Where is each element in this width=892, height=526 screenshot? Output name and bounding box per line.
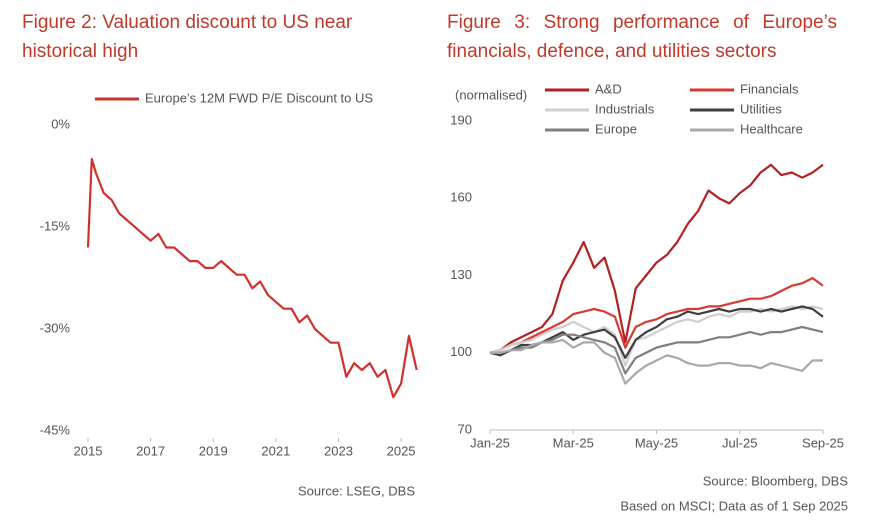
source-note: Based on MSCI; Data as of 1 Sep 2025	[620, 498, 848, 513]
legend-label: Utilities	[740, 101, 782, 116]
x-tick-label: 2015	[74, 443, 103, 458]
x-tick-label: Jul-25	[722, 435, 757, 450]
x-tick-label: 2023	[324, 443, 353, 458]
legend-label: Industrials	[595, 101, 655, 116]
series-line	[489, 277, 824, 354]
series-line	[86, 157, 418, 399]
legend-label: Financials	[740, 81, 799, 96]
y-tick-label: -45%	[40, 423, 71, 438]
source-note: Source: LSEG, DBS	[298, 483, 415, 498]
x-tick-label: Sep-25	[802, 435, 844, 450]
chart-title: Figure 3: Strong performance of Europe’s…	[447, 12, 837, 62]
y-tick-label: 0%	[51, 116, 70, 131]
y-tick-label: -15%	[40, 219, 71, 234]
source-note: Source: Bloomberg, DBS	[703, 473, 849, 488]
series-line	[489, 305, 824, 367]
legend-label: Healthcare	[740, 121, 803, 136]
legend-label: A&D	[595, 81, 622, 96]
x-tick-label: Mar-25	[553, 435, 594, 450]
y-tick-label: 130	[450, 267, 472, 282]
series-line	[489, 163, 824, 354]
x-tick-label: 2017	[136, 443, 165, 458]
legend-label: Europe’s 12M FWD P/E Discount to US	[145, 90, 373, 105]
y-tick-label: 100	[450, 344, 472, 359]
legend-label: Europe	[595, 121, 637, 136]
x-tick-label: 2021	[261, 443, 290, 458]
y-tick-label: 70	[458, 421, 472, 436]
y-tick-label: 160	[450, 190, 472, 205]
x-tick-label: 2025	[387, 443, 416, 458]
y-tick-label: 190	[450, 112, 472, 127]
x-tick-label: 2019	[199, 443, 228, 458]
series-line	[490, 338, 823, 385]
chart-title: Figure 2: Valuation discount to US near …	[22, 12, 353, 62]
x-tick-label: Jan-25	[470, 435, 510, 450]
y-tick-label: -30%	[40, 321, 71, 336]
x-tick-label: May-25	[635, 435, 678, 450]
y-axis-label: (normalised)	[455, 87, 527, 102]
